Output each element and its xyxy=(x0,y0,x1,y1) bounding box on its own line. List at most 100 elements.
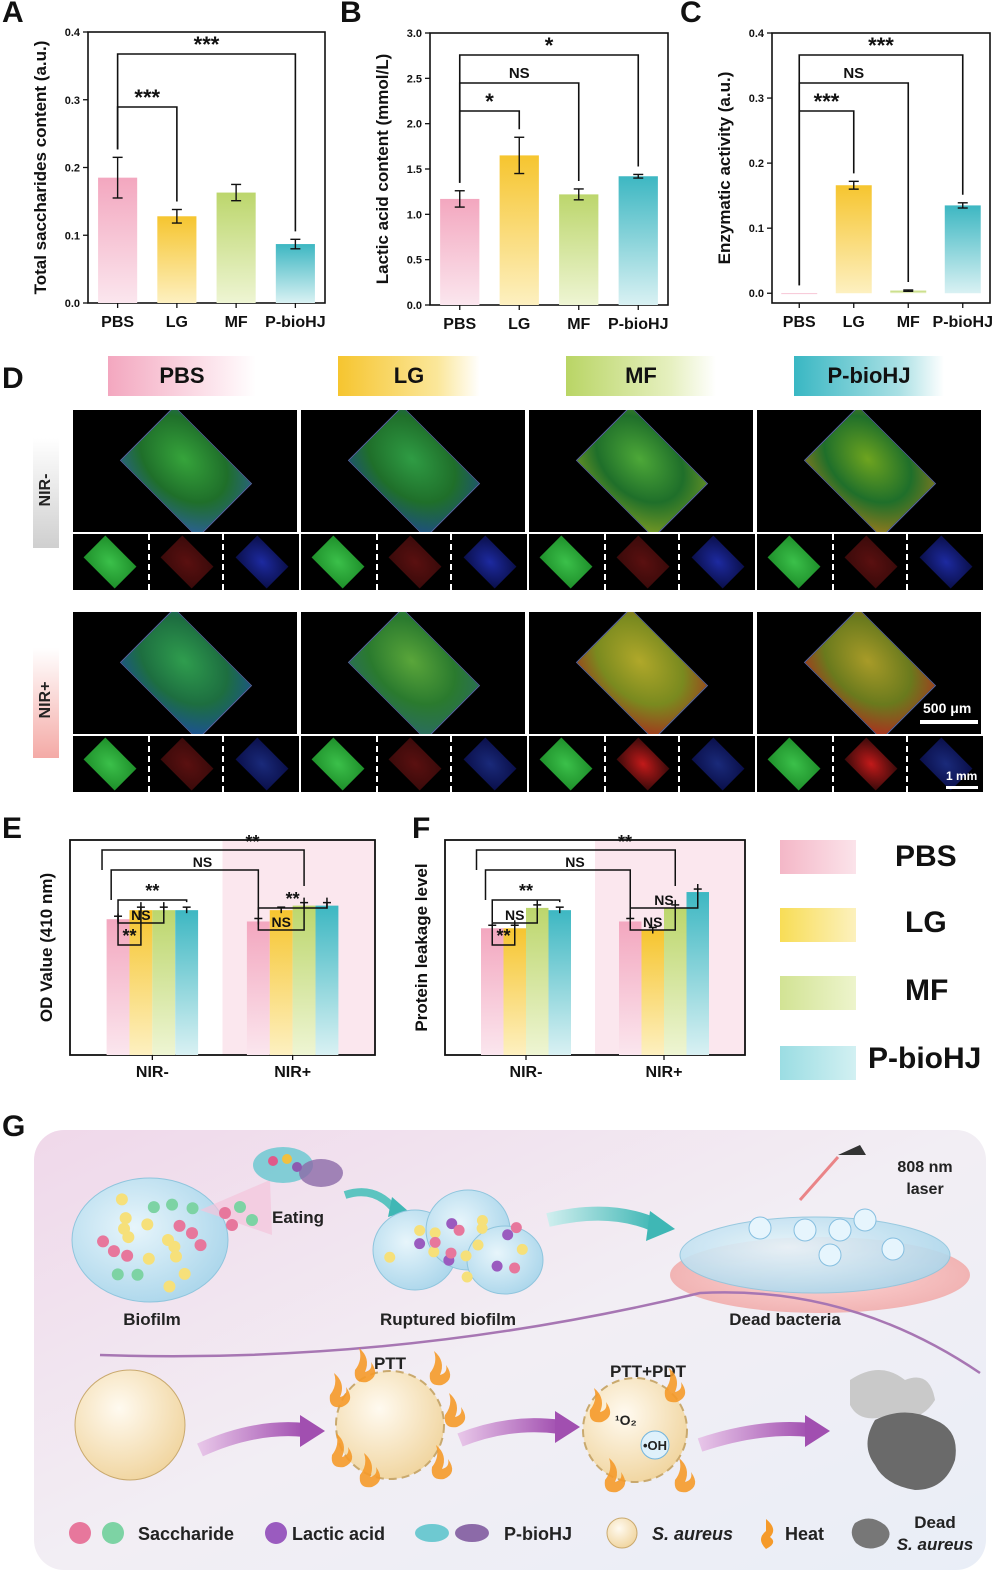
label-ptt: PTT xyxy=(374,1354,407,1373)
bar-nir--pbs xyxy=(106,919,130,1055)
y-tick-label: 0.2 xyxy=(749,158,764,170)
channel-blue-tile xyxy=(450,534,527,590)
channel-green-tile xyxy=(301,534,376,590)
legend-pbiohj: P-bioHJ xyxy=(504,1524,572,1544)
legend-box-mf xyxy=(780,976,856,1010)
pbiohj-eating-icon xyxy=(253,1147,343,1187)
micro-3d-nir-plus-pbs xyxy=(73,612,297,734)
row-tag-nir-minus-label: NIR- xyxy=(37,473,54,507)
y-axis-label: Lactic acid content (mmol/L) xyxy=(373,54,392,284)
x-tick-label-pbs: PBS xyxy=(101,314,134,331)
significance-bracket xyxy=(798,54,964,286)
chart-f: Protein leakage level NIR- NIR+ ** NS ** NS NS N… xyxy=(412,832,746,1081)
y-tick-label: 3.0 xyxy=(407,28,422,40)
s-aureus-intact xyxy=(74,1369,186,1481)
legend-box-lg xyxy=(780,908,856,942)
y-tick-label: 0.2 xyxy=(65,163,80,175)
significance-label: NS xyxy=(131,907,150,923)
channel-blue-tile xyxy=(222,534,299,590)
label-hydroxyl: •OH xyxy=(643,1438,667,1453)
ruptured-biofilm-illustration xyxy=(372,1189,544,1295)
scalebar-1mm-label: 1 mm xyxy=(946,769,978,783)
significance-label: ** xyxy=(145,881,159,901)
significance-bracket xyxy=(491,899,538,924)
bar-p-biohj xyxy=(618,176,658,305)
bar-nir--mf xyxy=(526,907,549,1055)
legend-dead-2: S. aureus xyxy=(897,1535,974,1554)
bar-nir+-lg xyxy=(641,930,664,1055)
label-eating: Eating xyxy=(272,1208,324,1227)
channel-red-tile xyxy=(375,736,453,792)
y-axis-label: OD Value (410 nm) xyxy=(37,873,56,1022)
chart-a: 0.0 0.1 0.2 0.3 0.4 Total saccharides content… xyxy=(31,27,326,331)
significance-label: *** xyxy=(194,32,220,57)
significance-label: ** xyxy=(245,832,259,852)
channel-green-tile xyxy=(529,736,604,792)
significance-label: *** xyxy=(868,33,894,58)
label-dead-bacteria: Dead bacteria xyxy=(729,1310,841,1329)
x-tick-label-nir+: NIR+ xyxy=(274,1064,311,1081)
dashed-separator xyxy=(73,532,297,534)
bar-nir--lg xyxy=(129,910,153,1055)
label-singlet-oxygen: ¹O₂ xyxy=(615,1412,637,1428)
bar-nir+-pbs xyxy=(619,921,642,1055)
significance-bracket xyxy=(484,869,631,910)
y-tick-label: 0.4 xyxy=(749,28,765,40)
significance-bracket xyxy=(475,849,676,886)
significance-bracket xyxy=(110,869,260,910)
y-axis-label: Protein leakage level xyxy=(412,863,431,1031)
bar-pbs xyxy=(781,293,818,295)
bar-nir--mf xyxy=(152,910,176,1055)
significance-label: ** xyxy=(286,889,300,909)
bar-nir+-lg xyxy=(269,910,293,1055)
legend-label-pbiohj: P-bioHJ xyxy=(868,1042,982,1075)
significance-bracket xyxy=(458,54,640,183)
micro-3d-nir-minus-p-biohj xyxy=(757,410,981,532)
significance-label: * xyxy=(485,89,494,114)
channel-green-tile xyxy=(529,534,604,590)
x-tick-label-lg: LG xyxy=(508,316,530,333)
channel-blue-tile xyxy=(678,736,755,792)
bar-nir--p-biohj xyxy=(175,910,199,1055)
x-tick-label-lg: LG xyxy=(843,314,865,331)
bar-pbs xyxy=(440,198,480,305)
x-tick-label-lg: LG xyxy=(166,314,188,331)
channel-green-tile xyxy=(301,736,376,792)
dashed-separator xyxy=(529,734,753,736)
significance-label: ** xyxy=(496,926,510,946)
channel-blue-tile xyxy=(906,534,983,590)
dashed-separator xyxy=(757,734,981,736)
significance-bracket xyxy=(629,884,699,916)
significance-bracket xyxy=(117,899,188,914)
dashed-separator xyxy=(301,734,525,736)
channel-red-tile xyxy=(831,534,909,590)
bar-p-biohj xyxy=(275,244,315,303)
y-tick-label: 0.0 xyxy=(407,300,422,312)
y-axis-label: Enzymatic activity (a.u.) xyxy=(715,72,734,265)
dashed-separator xyxy=(757,532,981,534)
micro-3d-nir-minus-pbs xyxy=(73,410,297,532)
x-tick-label-pbs: PBS xyxy=(783,314,816,331)
channel-red-tile xyxy=(147,736,225,792)
x-tick-label-mf: MF xyxy=(225,314,248,331)
y-tick-label: 1.0 xyxy=(407,209,422,221)
legend-box-pbs xyxy=(780,840,856,874)
scalebar-1mm xyxy=(946,786,978,789)
channel-red-tile xyxy=(147,534,225,590)
dashed-separator xyxy=(301,532,525,534)
y-tick-label: 0.0 xyxy=(749,288,764,300)
row-tag-nir-minus: NIR- xyxy=(33,438,59,548)
significance-label: NS xyxy=(193,854,212,870)
legend-label-pbs: PBS xyxy=(895,840,957,873)
biofilm-illustration xyxy=(71,1177,272,1303)
bar-nir--pbs xyxy=(481,928,504,1055)
channel-blue-tile xyxy=(678,534,755,590)
significance-bracket xyxy=(491,899,561,923)
dashed-separator xyxy=(73,734,297,736)
significance-label: *** xyxy=(814,89,840,114)
micro-3d-nir-minus-lg xyxy=(301,410,525,532)
significance-label: NS xyxy=(565,854,584,870)
channel-blue-tile xyxy=(906,736,983,792)
bar-lg xyxy=(499,155,539,305)
channel-green-tile xyxy=(757,736,832,792)
